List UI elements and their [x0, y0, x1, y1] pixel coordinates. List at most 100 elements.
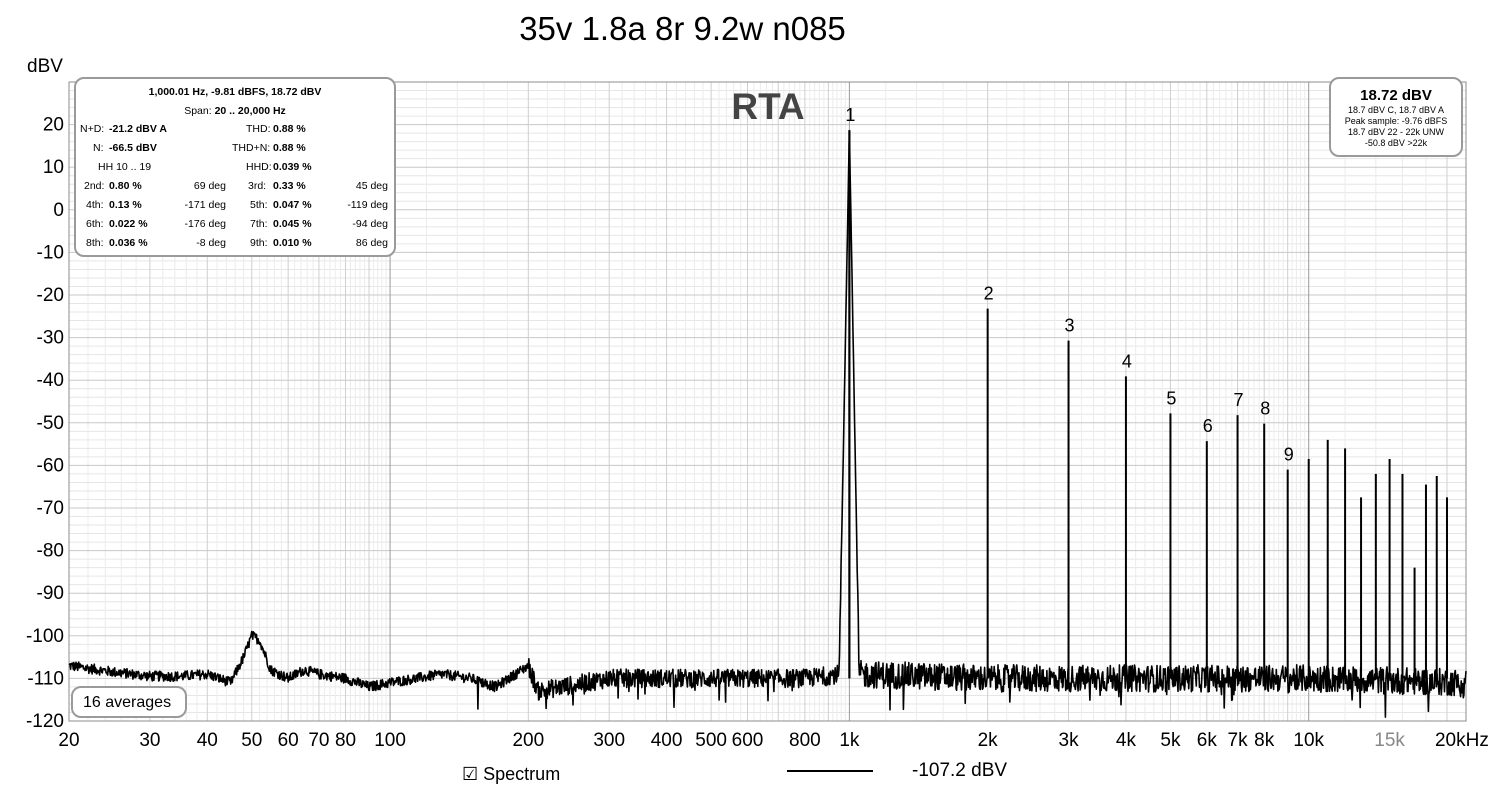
- harmonic-label: 8th:: [86, 237, 104, 249]
- y-tick-labels: 20 10 0 -10 -20 -30 -40 -50 -60 -70 -80 -90 -100 -110…: [26, 115, 64, 732]
- harmonic-row: 8th: 0.036 % -8 deg 9th: 0.010 % 86 deg: [76, 237, 396, 255]
- thdn-value: 0.88 %: [273, 142, 306, 154]
- harmonic-number-label: 4: [1122, 351, 1132, 371]
- x-tick-label: 40: [197, 730, 218, 751]
- harmonic-number-label: 7: [1234, 390, 1244, 410]
- x-tick-label: 3k: [1059, 730, 1080, 751]
- hh-row: HH 10 .. 19 HHD: 0.039 %: [76, 161, 396, 179]
- span-row: Span: 20 .. 20,000 Hz: [76, 105, 394, 124]
- harmonic-pct: 0.13 %: [109, 199, 142, 211]
- harmonic-pct-2: 0.047 %: [273, 199, 312, 211]
- x-tick-labels: 20 30 40 50 60 70 80 100 200 300 400 500 600 800 1k 2k 3…: [58, 730, 1488, 751]
- info-header: 1,000.01 Hz, -9.81 dBFS, 18.72 dBV: [148, 86, 322, 98]
- harmonic-deg-2: -94 deg: [352, 218, 388, 230]
- x-tick-label: 200: [512, 730, 544, 751]
- y-tick-label: -120: [26, 711, 64, 732]
- x-tick-label: 30: [139, 730, 160, 751]
- y-tick-label: 20: [43, 115, 64, 136]
- averages-badge[interactable]: 16 averages: [71, 686, 187, 718]
- y-tick-label: -100: [26, 626, 64, 647]
- harmonic-number-label: 5: [1166, 388, 1176, 408]
- x-tick-label: 8k: [1254, 730, 1275, 751]
- harmonic-label-2: 9th:: [250, 237, 268, 249]
- harmonic-label-2: 7th:: [250, 218, 268, 230]
- harmonic-number-label: 3: [1065, 316, 1075, 336]
- level-line-1: 18.7 dBV C, 18.7 dBV A: [1347, 105, 1445, 115]
- y-tick-label: 0: [53, 200, 64, 221]
- x-tick-label: 5k: [1160, 730, 1181, 751]
- y-tick-label: -40: [37, 370, 64, 391]
- harmonic-pct-2: 0.010 %: [273, 237, 312, 249]
- x-tick-label: 80: [335, 730, 356, 751]
- x-tick-label: 4k: [1116, 730, 1137, 751]
- hhd-label: HHD:: [246, 161, 272, 173]
- harmonic-pct: 0.022 %: [109, 218, 148, 230]
- nd-thd-row: N+D: -21.2 dBV A THD: 0.88 %: [76, 123, 396, 141]
- harmonic-number-label: 1: [845, 105, 855, 125]
- y-tick-label: -50: [37, 413, 64, 434]
- x-tick-label: 1k: [839, 730, 860, 751]
- span-value: 20 .. 20,000 Hz: [214, 105, 286, 117]
- info-panel: 1,000.01 Hz, -9.81 dBFS, 18.72 dBV Span:…: [74, 77, 396, 257]
- x-tick-label: 600: [732, 730, 764, 751]
- level-line-3: 18.7 dBV 22 - 22k UNW: [1347, 127, 1445, 137]
- harmonic-row: 2nd: 0.80 % 69 deg 3rd: 0.33 % 45 deg: [76, 180, 396, 198]
- y-tick-label: 10: [43, 157, 64, 178]
- thdn-label: THD+N:: [232, 142, 271, 154]
- y-tick-label: -20: [37, 285, 64, 306]
- x-tick-label: 20: [58, 730, 79, 751]
- n-label: N:: [93, 142, 104, 154]
- harmonic-deg-2: 86 deg: [355, 237, 388, 249]
- hhd-value: 0.039 %: [273, 161, 312, 173]
- y-tick-label: -30: [37, 328, 64, 349]
- harmonic-row: 4th: 0.13 % -171 deg 5th: 0.047 % -119 d…: [76, 199, 396, 217]
- harmonic-number-label: 6: [1203, 416, 1213, 436]
- spectrum-line: [68, 140, 1467, 718]
- x-tick-label: 20kHz: [1435, 730, 1489, 751]
- harmonic-labels: 1 2 3 4 5 6 7 8 9: [845, 105, 1293, 465]
- harmonic-deg: -176 deg: [184, 218, 226, 230]
- x-tick-label: 7k: [1228, 730, 1249, 751]
- harmonic-number-label: 8: [1260, 399, 1270, 419]
- y-tick-label: -10: [37, 242, 64, 263]
- y-axis-label: dBV: [27, 56, 63, 77]
- x-tick-label: 15k: [1374, 730, 1405, 751]
- x-tick-label: 60: [278, 730, 299, 751]
- y-tick-label: -90: [37, 583, 64, 604]
- y-tick-label: -60: [37, 455, 64, 476]
- legend-cursor-value: -107.2 dBV: [912, 760, 1008, 781]
- x-tick-label: 10k: [1293, 730, 1324, 751]
- x-tick-label: 500: [695, 730, 727, 751]
- legend-series-label: Spectrum: [483, 764, 561, 784]
- harmonic-pct: 0.036 %: [109, 237, 148, 249]
- x-tick-label: 800: [789, 730, 821, 751]
- harmonic-pct: 0.80 %: [109, 180, 142, 192]
- harmonic-row: 6th: 0.022 % -176 deg 7th: 0.045 % -94 d…: [76, 218, 396, 236]
- y-tick-label: -110: [27, 668, 64, 689]
- harmonic-pct-2: 0.045 %: [273, 218, 312, 230]
- thd-value: 0.88 %: [273, 123, 306, 135]
- checkbox-checked-icon[interactable]: ☑: [462, 764, 479, 784]
- harmonic-label-2: 5th:: [250, 199, 268, 211]
- harmonic-number-label: 2: [984, 284, 994, 304]
- harmonic-deg: -8 deg: [196, 237, 226, 249]
- harmonic-label: 4th:: [86, 199, 104, 211]
- legend-spectrum-toggle[interactable]: ☑ Spectrum: [462, 764, 560, 785]
- nd-label: N+D:: [80, 123, 105, 135]
- harmonic-deg: 69 deg: [193, 180, 226, 192]
- plot-frame: [68, 81, 1467, 722]
- y-tick-label: -80: [37, 541, 64, 562]
- rta-watermark: RTA: [731, 86, 804, 127]
- n-value: -66.5 dBV: [109, 142, 157, 154]
- x-tick-label: 70: [308, 730, 329, 751]
- x-tick-label: 50: [241, 730, 262, 751]
- x-tick-label: 2k: [978, 730, 999, 751]
- grid-minor: [69, 82, 1466, 721]
- level-line-4: -50.8 dBV >22k: [1364, 138, 1428, 148]
- harmonic-number-label: 9: [1284, 445, 1294, 465]
- x-tick-label: 100: [374, 730, 406, 751]
- thd-label: THD:: [246, 123, 271, 135]
- level-line-2: Peak sample: -9.76 dBFS: [1344, 116, 1448, 126]
- harmonic-pct-2: 0.33 %: [273, 180, 306, 192]
